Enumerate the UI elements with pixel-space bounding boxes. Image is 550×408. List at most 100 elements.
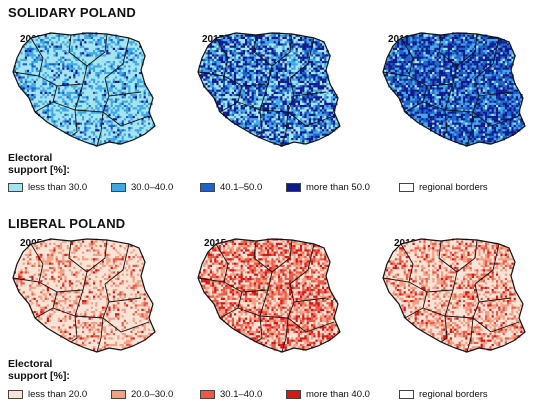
map-cell <box>333 102 336 106</box>
map-cell <box>269 96 272 99</box>
map-cell <box>245 50 248 53</box>
map-cell <box>71 56 74 59</box>
map-cell <box>49 76 52 79</box>
map-cell <box>137 87 140 90</box>
map-cell <box>95 135 98 139</box>
map-cell <box>126 85 129 88</box>
map-cell <box>84 69 87 73</box>
map-cell <box>271 127 274 130</box>
map-cell <box>145 118 149 121</box>
map-cell <box>62 89 65 92</box>
map-cell <box>84 45 87 48</box>
map-cell <box>112 80 116 84</box>
map-cell <box>137 111 140 114</box>
map-cell <box>282 91 285 95</box>
map-cell <box>31 67 34 70</box>
map-cell <box>51 89 54 92</box>
map-cell <box>66 89 69 92</box>
map-cell <box>223 58 226 62</box>
map-cell <box>77 127 80 130</box>
map-cell <box>101 43 105 46</box>
map-cell <box>238 61 241 64</box>
map-cell <box>71 78 74 81</box>
map-cell <box>264 72 268 75</box>
map-cell <box>62 34 65 37</box>
map-cell <box>317 129 320 132</box>
map-cell <box>42 72 45 75</box>
map-cell <box>218 67 221 70</box>
map-cell <box>269 122 272 125</box>
map-cell <box>256 131 259 134</box>
map-cell <box>86 100 89 103</box>
map-cell <box>223 102 226 106</box>
map-cell <box>55 47 58 51</box>
map-cell <box>278 98 281 101</box>
map-cell <box>227 65 230 68</box>
map-cell <box>57 120 61 123</box>
map-cell <box>253 102 257 106</box>
map-cell <box>282 122 285 125</box>
map-cell <box>319 78 323 81</box>
map-cell <box>68 67 72 70</box>
map-cell <box>104 34 107 37</box>
map-cell <box>249 113 252 117</box>
map-cell <box>33 107 36 110</box>
map-cell <box>134 63 138 66</box>
map-cell <box>117 118 120 121</box>
map-cell <box>29 98 32 101</box>
map-cell <box>291 80 294 84</box>
map-cell <box>130 116 133 119</box>
map-cell <box>132 52 135 55</box>
map-cell <box>240 58 243 62</box>
map-cell <box>27 85 30 88</box>
map-cell <box>51 58 54 62</box>
map-cell <box>333 124 336 128</box>
map-cell <box>148 116 151 119</box>
map-cell <box>93 72 96 75</box>
map-cell <box>273 122 276 125</box>
map-cell <box>126 78 129 81</box>
map-cell <box>119 72 122 75</box>
map-cell <box>304 63 307 66</box>
map-cell <box>229 45 232 48</box>
map-cell <box>79 100 83 103</box>
map-cell <box>57 54 61 57</box>
map-cell <box>284 120 287 123</box>
map-cell <box>291 45 294 48</box>
map-cell <box>249 102 252 106</box>
map-cell <box>86 56 89 59</box>
map-cell <box>247 65 250 68</box>
map-cell <box>282 100 285 103</box>
map-cell <box>110 61 113 64</box>
map-cell <box>319 118 323 121</box>
map-cell <box>79 41 83 44</box>
map-cell <box>256 67 259 70</box>
map-cell <box>55 63 58 66</box>
map-cell <box>280 52 283 55</box>
map-cell <box>236 43 239 46</box>
map-cell <box>108 94 111 97</box>
map-cell <box>64 94 67 97</box>
map-cell <box>242 67 246 70</box>
map-cell <box>304 91 307 95</box>
map-cell <box>119 127 122 130</box>
map-cell <box>27 78 30 81</box>
map-cell <box>291 36 294 40</box>
map-cell <box>251 129 254 132</box>
map-cell <box>280 83 283 86</box>
map-cell <box>46 118 50 121</box>
map-cell <box>71 63 74 66</box>
map-cell <box>240 100 243 103</box>
map-cell <box>322 41 325 44</box>
map-cell <box>218 102 221 106</box>
map-cell <box>319 122 323 125</box>
map-cell <box>68 94 72 97</box>
map-cell <box>101 56 105 59</box>
map-cell <box>99 89 102 92</box>
map-cell <box>315 61 318 64</box>
map-cell <box>95 47 98 51</box>
map-cell <box>324 45 327 48</box>
map-cell <box>132 96 135 99</box>
map-cell <box>240 89 243 92</box>
map-cell <box>31 52 34 55</box>
